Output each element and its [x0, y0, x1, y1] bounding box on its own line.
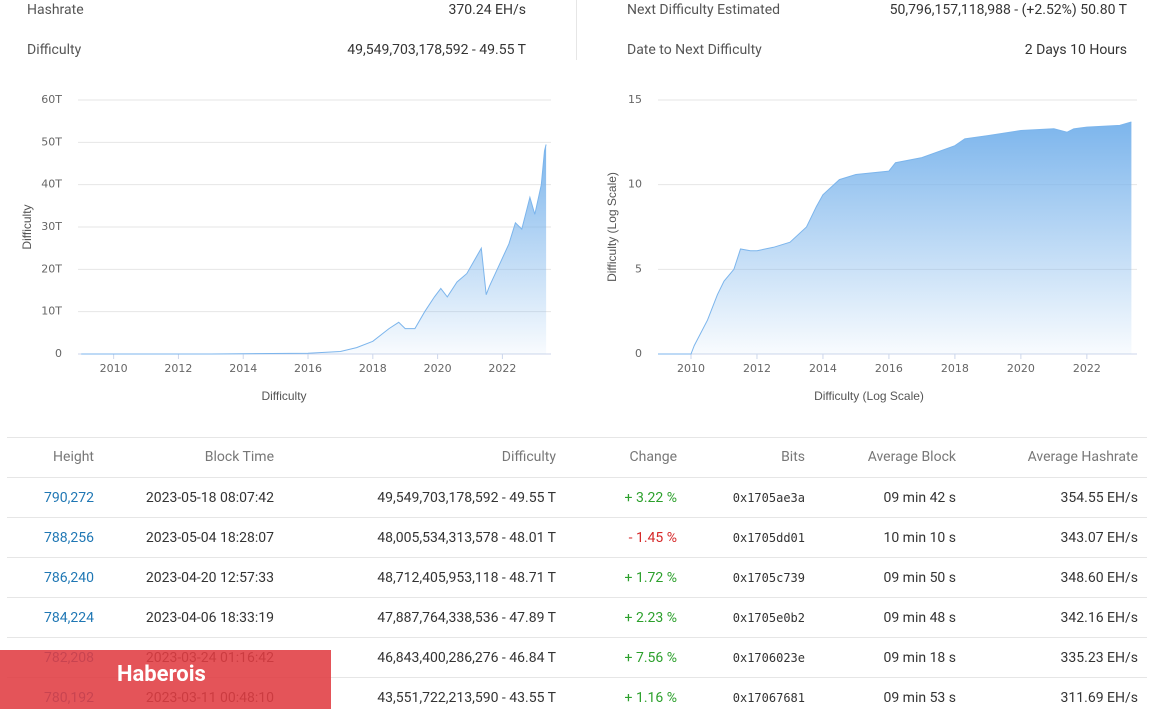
- x-tick-label: 2010: [100, 362, 128, 375]
- x-tick-label: 2022: [488, 362, 516, 375]
- y-tick-label: 20T: [41, 262, 62, 275]
- row-border: [7, 477, 1147, 478]
- area-line: [658, 121, 1132, 355]
- x-tick-label: 2018: [941, 362, 969, 375]
- average-hashrate: 348.60 EH/s: [1060, 570, 1138, 586]
- overlay-text: Haberois: [117, 662, 206, 687]
- average-hashrate: 335.23 EH/s: [1060, 650, 1138, 666]
- average-hashrate: 343.07 EH/s: [1060, 530, 1138, 546]
- y-axis-label: Difficulty: [20, 204, 34, 249]
- y-tick-label: 5: [635, 262, 642, 275]
- row-border: [7, 437, 1147, 438]
- bits: 0x1706023e: [732, 651, 805, 665]
- stat-label: Difficulty: [27, 42, 82, 58]
- change: + 1.16 %: [624, 690, 677, 706]
- column-header: Block Time: [204, 449, 274, 465]
- change: + 2.23 %: [624, 610, 677, 626]
- stat-value: 2 Days 10 Hours: [1024, 42, 1127, 58]
- x-tick-label: 2014: [229, 362, 257, 375]
- bits: 0x1705c739: [732, 571, 805, 585]
- height-link[interactable]: 786,240: [44, 570, 94, 586]
- height-link[interactable]: 788,256: [44, 530, 94, 546]
- divider: [576, 0, 577, 60]
- y-tick-label: 60T: [41, 93, 62, 106]
- block-time: 2023-04-06 18:33:19: [145, 610, 274, 626]
- row-border: [7, 597, 1147, 598]
- x-axis-label: Difficulty (Log Scale): [814, 389, 924, 403]
- height-link[interactable]: 790,272: [44, 490, 94, 506]
- y-tick-label: 0: [55, 347, 62, 360]
- stat-value: 370.24 EH/s: [448, 2, 526, 18]
- change: + 1.72 %: [624, 570, 677, 586]
- column-header: Change: [629, 449, 677, 465]
- row-border: [7, 677, 1147, 678]
- x-tick-label: 2020: [424, 362, 452, 375]
- column-header: Average Block: [867, 449, 956, 465]
- average-block: 10 min 10 s: [883, 530, 956, 546]
- bits: 0x17067681: [732, 691, 805, 705]
- column-header: Average Hashrate: [1027, 449, 1138, 465]
- difficulty: 48,005,534,313,578 - 48.01 T: [377, 530, 556, 546]
- x-tick-label: 2012: [164, 362, 192, 375]
- x-axis-label: Difficulty: [261, 389, 306, 403]
- row-border: [7, 517, 1147, 518]
- average-block: 09 min 42 s: [883, 490, 956, 506]
- block-time: 2023-04-20 12:57:33: [145, 570, 274, 586]
- stat-value: 50,796,157,118,988 - (+2.52%) 50.80 T: [889, 2, 1127, 18]
- column-header: Height: [53, 449, 94, 465]
- stat-label: Next Difficulty Estimated: [627, 2, 781, 18]
- stat-label: Hashrate: [27, 2, 84, 18]
- change: + 7.56 %: [624, 650, 677, 666]
- bits: 0x1705dd01: [732, 531, 805, 545]
- charts: 0 10T 20T 30T 40T 50T 60T 2010 2012 2014 2016 2018 2…: [20, 93, 1137, 403]
- y-tick-label: 15: [628, 93, 642, 106]
- difficulty: 49,549,703,178,592 - 49.55 T: [377, 490, 556, 506]
- average-hashrate: 354.55 EH/s: [1060, 490, 1138, 506]
- row-border: [7, 637, 1147, 638]
- area-fill: [81, 144, 547, 354]
- x-tick-label: 2016: [875, 362, 903, 375]
- change: + 3.22 %: [624, 490, 677, 506]
- x-tick-label: 2016: [294, 362, 322, 375]
- difficulty: 47,887,764,338,536 - 47.89 T: [377, 610, 556, 626]
- average-block: 09 min 50 s: [883, 570, 956, 586]
- overlay-banner: Haberois: [0, 650, 331, 709]
- y-tick-label: 10T: [41, 305, 62, 318]
- difficulty: 46,843,400,286,276 - 46.84 T: [377, 650, 556, 666]
- height-link[interactable]: 784,224: [44, 610, 94, 626]
- average-hashrate: 342.16 EH/s: [1060, 610, 1138, 626]
- average-block: 09 min 48 s: [883, 610, 956, 626]
- area-fill: [658, 122, 1132, 354]
- average-block: 09 min 53 s: [883, 690, 956, 706]
- area-line: [81, 144, 547, 355]
- y-tick-label: 10: [628, 178, 642, 191]
- block-time: 2023-05-04 18:28:07: [145, 530, 274, 546]
- x-tick-label: 2018: [359, 362, 387, 375]
- stat-value: 49,549,703,178,592 - 49.55 T: [347, 42, 526, 58]
- change: - 1.45 %: [628, 530, 677, 546]
- column-header: Difficulty: [501, 449, 556, 465]
- row-border: [7, 557, 1147, 558]
- bits: 0x1705ae3a: [732, 491, 805, 505]
- y-tick-label: 0: [635, 347, 642, 360]
- x-tick-label: 2012: [743, 362, 771, 375]
- bits: 0x1705e0b2: [732, 611, 805, 625]
- x-tick-label: 2010: [677, 362, 705, 375]
- y-tick-label: 30T: [41, 220, 62, 233]
- x-tick-label: 2014: [809, 362, 837, 375]
- x-tick-label: 2020: [1007, 362, 1035, 375]
- column-header: Bits: [781, 449, 805, 465]
- y-tick-label: 50T: [41, 135, 62, 148]
- difficulty: 43,551,722,213,590 - 43.55 T: [377, 690, 556, 706]
- average-hashrate: 311.69 EH/s: [1060, 690, 1138, 706]
- y-axis-label: Difficulty (Log Scale): [605, 172, 619, 282]
- average-block: 09 min 18 s: [883, 650, 956, 666]
- difficulty: 48,712,405,953,118 - 48.71 T: [377, 570, 556, 586]
- stat-label: Date to Next Difficulty: [627, 42, 762, 58]
- y-tick-label: 40T: [41, 178, 62, 191]
- block-time: 2023-05-18 08:07:42: [145, 490, 274, 506]
- x-tick-label: 2022: [1073, 362, 1101, 375]
